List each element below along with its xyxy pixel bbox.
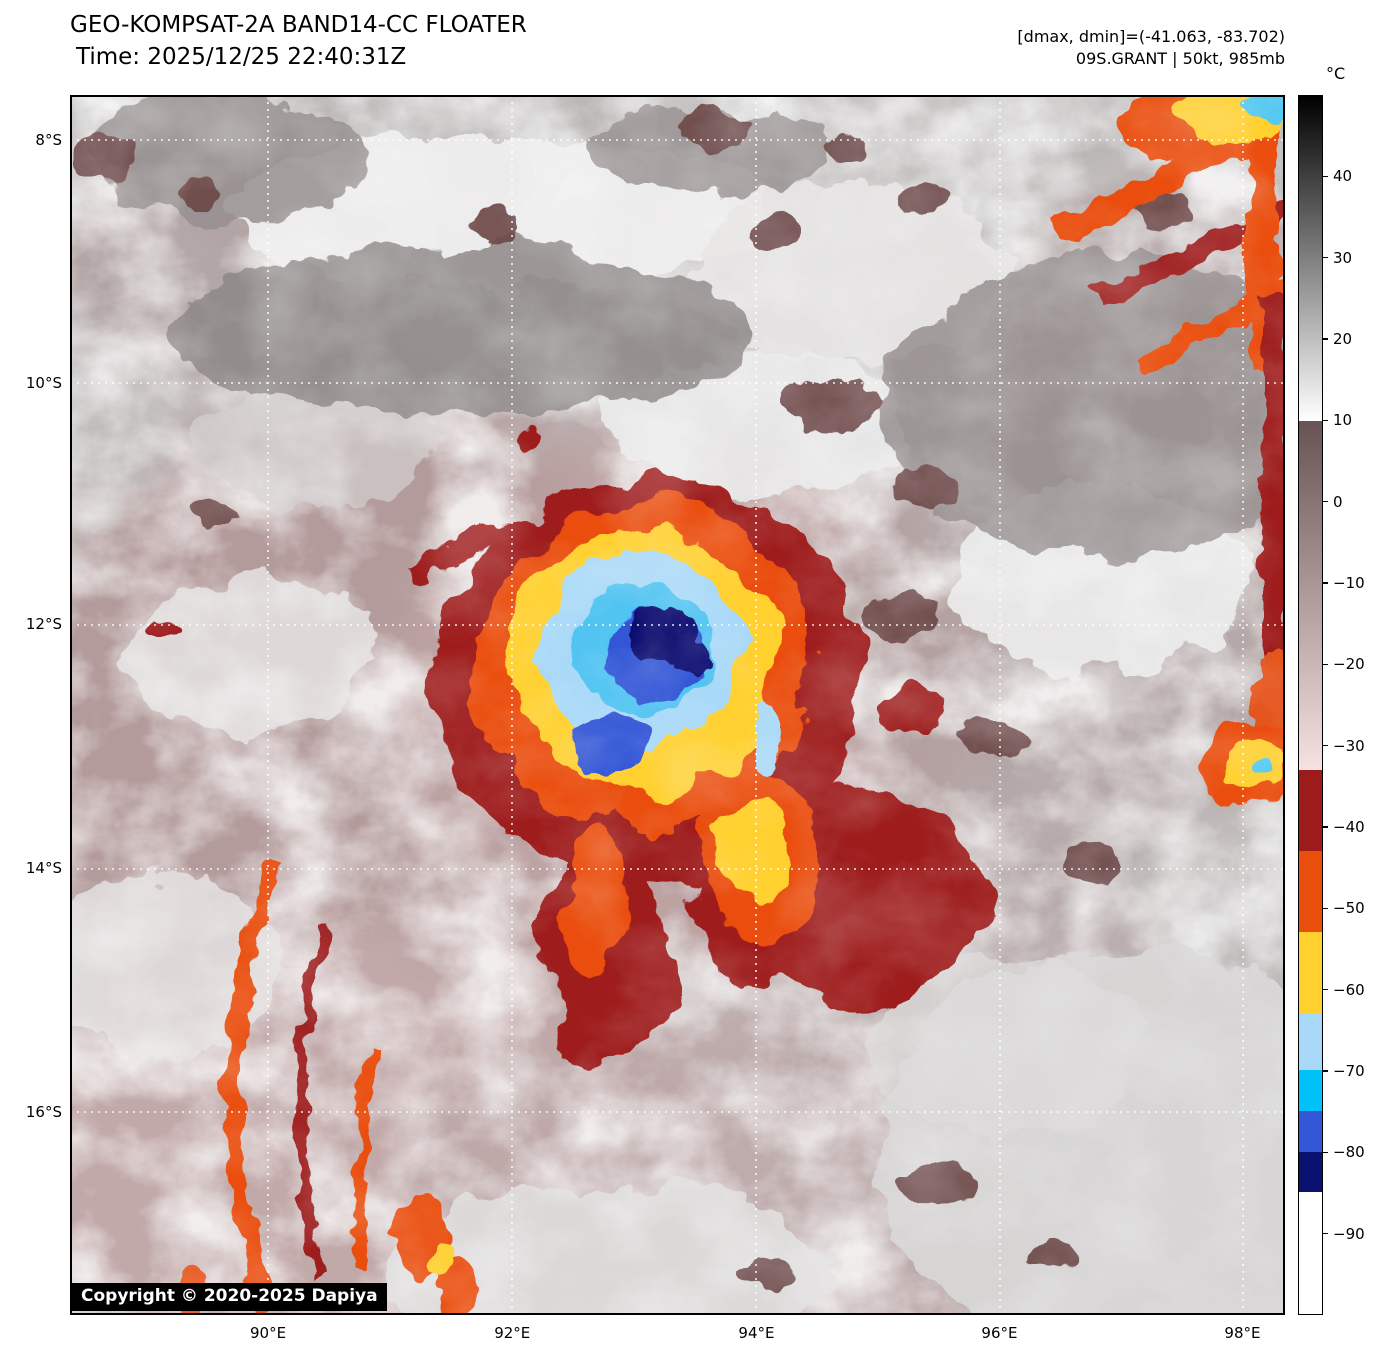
colorbar-tick xyxy=(1323,989,1328,991)
storm-readout: 09S.GRANT | 50kt, 985mb xyxy=(70,48,1285,70)
colorbar-tick-label: −90 xyxy=(1333,1225,1365,1243)
colorbar-segment xyxy=(1299,770,1322,851)
colorbar-tick xyxy=(1323,501,1328,503)
lon-tick-label: 92°E xyxy=(494,1324,530,1342)
colorbar-segment xyxy=(1299,1192,1322,1314)
colorbar-segment xyxy=(1299,1014,1322,1071)
colorbar-segment xyxy=(1299,851,1322,932)
colorbar-tick-label: −30 xyxy=(1333,737,1365,755)
lat-tick-label: 12°S xyxy=(0,615,62,633)
colorbar-tick-label: −40 xyxy=(1333,818,1365,836)
colorbar-tick xyxy=(1323,1070,1328,1072)
lat-tick-label: 10°S xyxy=(0,374,62,392)
colorbar-tick xyxy=(1323,908,1328,910)
colorbar-tick-label: −50 xyxy=(1333,899,1365,917)
colorbar-segment xyxy=(1299,1152,1322,1193)
colorbar-tick xyxy=(1323,176,1328,178)
colorbar-segment xyxy=(1299,96,1322,421)
colorbar-tick xyxy=(1323,1152,1328,1154)
colorbar-tick-label: −80 xyxy=(1333,1143,1365,1161)
lon-tick-label: 96°E xyxy=(981,1324,1017,1342)
colorbar-segment xyxy=(1299,1070,1322,1111)
colorbar-tick-label: −20 xyxy=(1333,655,1365,673)
colorbar xyxy=(1298,95,1323,1315)
copyright-badge: Copyright © 2020-2025 Dapiya xyxy=(72,1283,387,1311)
colorbar-tick-label: 0 xyxy=(1333,493,1343,511)
colorbar-tick-label: 40 xyxy=(1333,167,1352,185)
colorbar-segment xyxy=(1299,421,1322,770)
colorbar-segment xyxy=(1299,932,1322,1013)
colorbar-tick-label: −10 xyxy=(1333,574,1365,592)
colorbar-tick xyxy=(1323,582,1328,584)
map-plot xyxy=(70,95,1285,1315)
dmax-dmin-readout: [dmax, dmin]=(-41.063, -83.702) xyxy=(70,26,1285,48)
lon-tick-label: 94°E xyxy=(738,1324,774,1342)
colorbar-tick xyxy=(1323,420,1328,422)
lat-tick-label: 16°S xyxy=(0,1103,62,1121)
colorbar-tick-label: −60 xyxy=(1333,981,1365,999)
colorbar-segment xyxy=(1299,1111,1322,1152)
lat-tick-label: 8°S xyxy=(0,131,62,149)
colorbar-tick-label: 20 xyxy=(1333,330,1352,348)
lon-tick-label: 90°E xyxy=(250,1324,286,1342)
colorbar-tick xyxy=(1323,664,1328,666)
colorbar-tick xyxy=(1323,826,1328,828)
colorbar-tick xyxy=(1323,257,1328,259)
lon-tick-label: 98°E xyxy=(1224,1324,1260,1342)
colorbar-tick-label: −70 xyxy=(1333,1062,1365,1080)
figure: GEO-KOMPSAT-2A BAND14-CC FLOATER Time: 2… xyxy=(0,0,1388,1359)
colorbar-tick-label: 10 xyxy=(1333,411,1352,429)
colorbar-tick xyxy=(1323,1233,1328,1235)
colorbar-tick-label: 30 xyxy=(1333,249,1352,267)
colorbar-unit-label: °C xyxy=(1326,64,1345,83)
colorbar-tick xyxy=(1323,745,1328,747)
satellite-image xyxy=(70,95,1285,1315)
metadata-block: [dmax, dmin]=(-41.063, -83.702) 09S.GRAN… xyxy=(70,26,1285,70)
lat-tick-label: 14°S xyxy=(0,859,62,877)
colorbar-tick xyxy=(1323,338,1328,340)
